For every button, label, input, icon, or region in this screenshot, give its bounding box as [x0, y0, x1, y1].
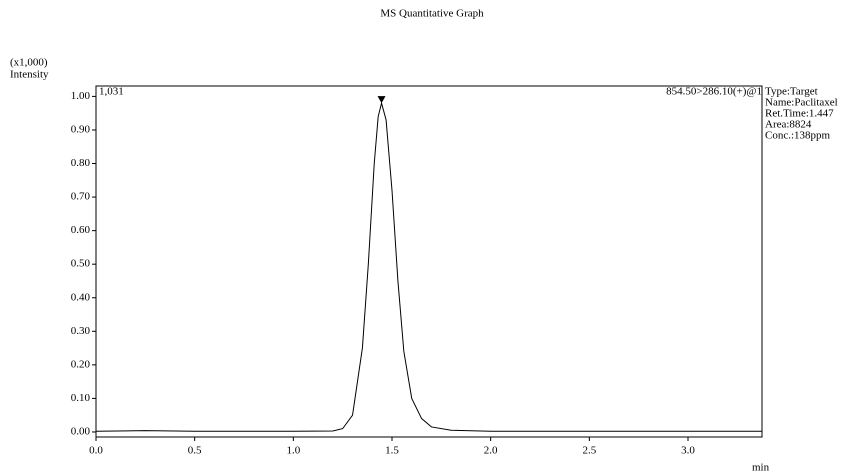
- y-unit: (x1,000): [10, 57, 48, 69]
- x-tick-label: 2.5: [582, 445, 596, 457]
- y-tick-label: 0.90: [71, 123, 91, 135]
- info-line: Name:Paclitaxel: [765, 97, 838, 109]
- x-tick-label: 3.0: [681, 445, 695, 457]
- y-tick-label: 0.10: [71, 392, 91, 404]
- y-tick-label: 0.00: [71, 425, 91, 437]
- y-label: Intensity: [10, 69, 49, 81]
- series-line: [95, 101, 762, 432]
- x-tick-label: 2.0: [484, 445, 498, 457]
- y-tick-label: 0.20: [71, 358, 91, 370]
- y-tick-label: 0.40: [71, 291, 91, 303]
- chart-title: MS Quantitative Graph: [380, 8, 484, 20]
- y-tick-label: 0.60: [71, 224, 91, 236]
- max-intensity: 1,031: [99, 86, 124, 98]
- y-tick-label: 1.00: [71, 90, 91, 102]
- plot-frame: [95, 85, 763, 438]
- transition: 854.50>286.10(+)@1: [666, 86, 762, 98]
- y-tick-label: 0.70: [71, 191, 91, 203]
- info-line: Conc.:138ppm: [765, 130, 831, 142]
- x-tick-label: 0.0: [89, 445, 103, 457]
- x-tick-label: 0.5: [188, 445, 202, 457]
- x-tick-label: 1.0: [286, 445, 300, 457]
- y-tick-label: 0.50: [71, 258, 91, 270]
- x-label: min: [752, 462, 770, 472]
- peak-marker: [377, 96, 386, 104]
- y-tick-label: 0.30: [71, 325, 91, 337]
- info-line: Type:Target: [765, 86, 818, 98]
- x-tick-label: 1.5: [385, 445, 399, 457]
- y-tick-label: 0.80: [71, 157, 91, 169]
- info-line: Ret.Time:1.447: [765, 108, 834, 120]
- info-line: Area:8824: [765, 119, 812, 131]
